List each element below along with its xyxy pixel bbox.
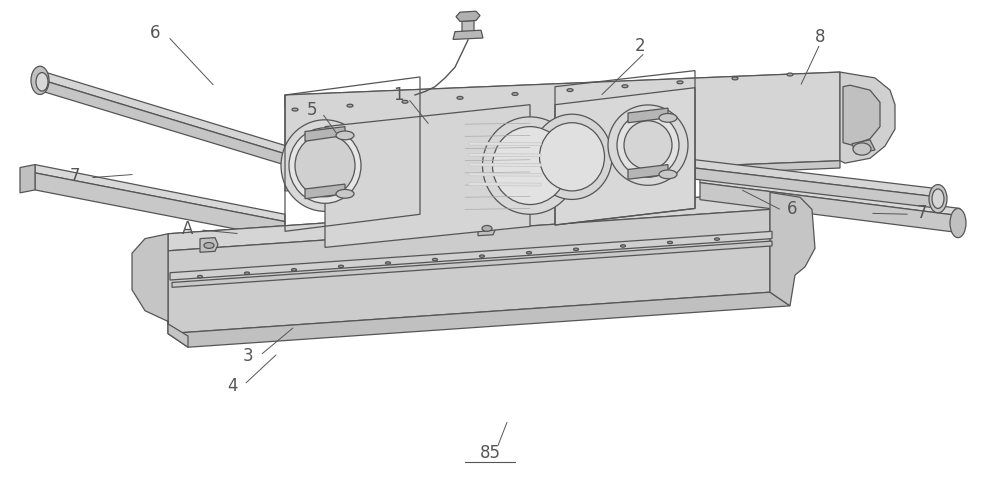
Polygon shape (695, 168, 940, 208)
Ellipse shape (402, 100, 408, 103)
Polygon shape (700, 175, 960, 216)
Polygon shape (40, 79, 295, 168)
Ellipse shape (620, 244, 626, 247)
Text: 85: 85 (480, 444, 501, 462)
Text: 1: 1 (393, 86, 403, 104)
Text: A: A (182, 220, 194, 238)
Ellipse shape (244, 272, 250, 274)
Ellipse shape (659, 170, 677, 179)
Ellipse shape (295, 134, 355, 197)
Polygon shape (700, 183, 960, 233)
Polygon shape (168, 192, 782, 239)
Polygon shape (555, 88, 695, 225)
Ellipse shape (480, 255, 485, 257)
Ellipse shape (31, 66, 49, 94)
Ellipse shape (338, 265, 344, 267)
Polygon shape (168, 192, 770, 251)
Polygon shape (628, 108, 668, 123)
Ellipse shape (624, 121, 672, 169)
Text: 6: 6 (787, 201, 797, 218)
Text: 7: 7 (70, 168, 80, 185)
Text: 7: 7 (917, 205, 927, 222)
Text: 5: 5 (307, 101, 317, 118)
Ellipse shape (659, 113, 677, 122)
Ellipse shape (336, 189, 354, 198)
Ellipse shape (512, 93, 518, 95)
Ellipse shape (482, 225, 492, 231)
Ellipse shape (198, 275, 202, 278)
Ellipse shape (574, 248, 579, 250)
Ellipse shape (608, 105, 688, 185)
Ellipse shape (492, 127, 568, 205)
Polygon shape (453, 30, 483, 39)
Ellipse shape (526, 251, 532, 254)
Ellipse shape (292, 108, 298, 111)
Ellipse shape (292, 268, 297, 271)
Polygon shape (478, 221, 496, 236)
Ellipse shape (715, 238, 720, 240)
Ellipse shape (532, 114, 612, 200)
Polygon shape (132, 234, 188, 347)
Text: 6: 6 (150, 24, 160, 42)
Polygon shape (852, 140, 875, 154)
Ellipse shape (853, 143, 871, 155)
Text: 8: 8 (815, 28, 825, 45)
Polygon shape (172, 241, 772, 287)
Ellipse shape (289, 128, 361, 204)
Polygon shape (456, 11, 480, 21)
Ellipse shape (622, 85, 628, 88)
Text: 4: 4 (227, 377, 237, 395)
Polygon shape (200, 238, 218, 252)
Polygon shape (628, 165, 668, 179)
Ellipse shape (204, 243, 214, 248)
Ellipse shape (432, 258, 438, 261)
Polygon shape (170, 231, 772, 280)
Ellipse shape (732, 77, 738, 80)
Polygon shape (843, 85, 880, 145)
Ellipse shape (567, 89, 573, 92)
Polygon shape (462, 20, 474, 33)
Polygon shape (40, 71, 295, 157)
Ellipse shape (950, 208, 966, 238)
Polygon shape (35, 165, 285, 222)
Ellipse shape (787, 73, 793, 76)
Ellipse shape (667, 241, 672, 244)
Text: 3: 3 (243, 348, 253, 365)
Ellipse shape (677, 81, 683, 84)
Polygon shape (285, 72, 840, 107)
Ellipse shape (281, 120, 369, 211)
Polygon shape (35, 173, 285, 239)
Ellipse shape (540, 123, 604, 191)
Polygon shape (305, 184, 345, 199)
Polygon shape (325, 105, 530, 247)
Polygon shape (168, 292, 790, 347)
Polygon shape (285, 72, 840, 183)
Ellipse shape (932, 189, 944, 208)
Ellipse shape (386, 262, 390, 264)
Polygon shape (168, 209, 770, 334)
Ellipse shape (929, 185, 947, 213)
Polygon shape (695, 160, 940, 197)
Polygon shape (285, 161, 840, 191)
Polygon shape (840, 72, 895, 163)
Polygon shape (305, 127, 345, 141)
Polygon shape (20, 165, 35, 193)
Ellipse shape (336, 131, 354, 140)
Polygon shape (770, 192, 815, 306)
Ellipse shape (347, 104, 353, 107)
Ellipse shape (36, 73, 48, 91)
Ellipse shape (457, 96, 463, 99)
Ellipse shape (617, 113, 679, 177)
Ellipse shape (482, 117, 578, 214)
Text: 2: 2 (635, 37, 645, 55)
